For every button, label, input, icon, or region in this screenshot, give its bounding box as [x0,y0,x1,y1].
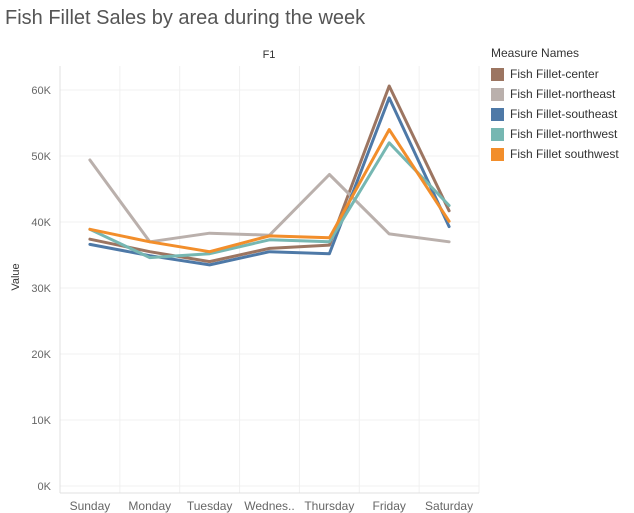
legend-swatch [491,147,504,161]
axes [59,66,479,494]
series-line-1[interactable] [88,84,451,264]
x-tick-label: Sunday [70,499,111,513]
series-lines [88,84,451,267]
series-line-2[interactable] [88,158,451,244]
legend-item[interactable]: Fish Fillet-southeast [491,104,619,124]
panel-title: F1 [263,49,276,61]
legend-title: Measure Names [491,46,580,60]
tick-labels: 0K 10K 20K 30K 40K 50K 60K Sunday Monday Tuesday W… [31,85,473,513]
x-tick-label: Tuesday [187,499,233,513]
y-tick-label: 10K [31,415,51,427]
y-tick-label: 0K [38,481,52,493]
y-tick-label: 40K [31,217,51,229]
legend: Measure Names Fish Fillet-center Fish Fil… [491,46,619,164]
y-axis-label: Value [10,263,22,290]
x-tick-label: Monday [128,499,171,513]
series-line-4[interactable] [88,141,451,260]
grid-lines [59,66,480,493]
x-tick-label: Saturday [425,499,473,513]
series-line-5[interactable] [88,128,451,254]
legend-item[interactable]: Fish Fillet-northwest [491,124,619,144]
legend-label: Fish Fillet-northwest [510,127,618,141]
legend-label: Fish Fillet-northeast [510,87,616,101]
y-tick-label: 60K [31,85,51,97]
chart-title: Fish Fillet Sales by area during the wee… [5,7,366,29]
legend-swatch [491,87,504,101]
series-line-3[interactable] [88,96,451,267]
legend-label: Fish Fillet-center [510,67,599,81]
legend-swatch [491,127,504,141]
legend-label: Fish Fillet southwest [510,147,619,161]
legend-swatch [491,67,504,81]
y-tick-label: 50K [31,151,51,163]
legend-item[interactable]: Fish Fillet southwest [491,144,619,164]
legend-item[interactable]: Fish Fillet-center [491,64,619,84]
legend-swatch [491,107,504,121]
x-tick-label: Friday [373,499,406,513]
y-tick-label: 20K [31,349,51,361]
x-tick-label: Wednes.. [244,499,294,513]
legend-item[interactable]: Fish Fillet-northeast [491,84,619,104]
y-tick-label: 30K [31,283,51,295]
x-tick-label: Thursday [304,499,354,513]
legend-label: Fish Fillet-southeast [510,107,618,121]
